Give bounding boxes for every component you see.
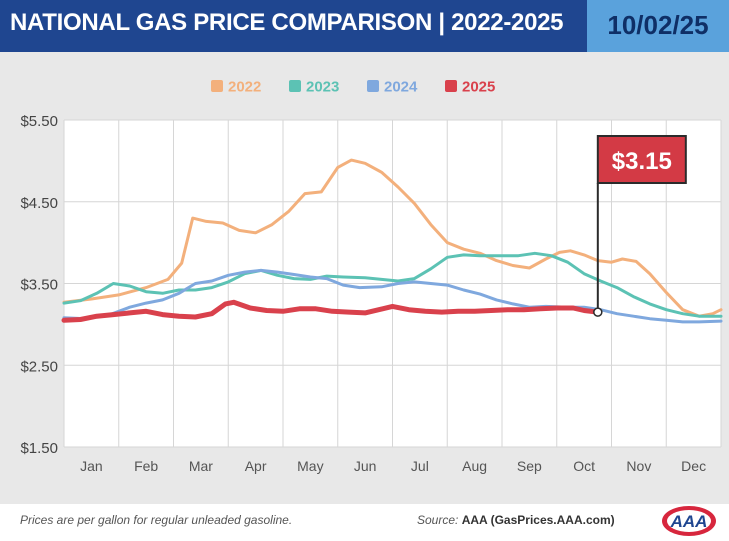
footnote: Prices are per gallon for regular unlead… (20, 513, 293, 527)
y-tick-label: $5.50 (20, 113, 58, 130)
series-line-2025 (61, 299, 601, 323)
source-name: AAA (GasPrices.AAA.com) (461, 513, 615, 527)
x-tick-label: Aug (462, 458, 487, 474)
legend-item-2025: 2025 (445, 79, 495, 96)
x-tick-label: Dec (681, 458, 706, 474)
series-line-2022 (62, 158, 723, 318)
aaa-logo-text: AAA (670, 512, 708, 531)
x-tick-label: Oct (573, 458, 595, 474)
series-lines (61, 158, 723, 324)
legend-label: 2025 (462, 79, 495, 96)
x-tick-label: Jan (80, 458, 103, 474)
gas-price-chart: 2022 2023 2024 2025 $5.50 $4.50 $3.50 $2.50 $1.… (20, 79, 723, 474)
legend-item-2023: 2023 (289, 79, 339, 96)
aaa-logo: AAA (662, 506, 716, 536)
date-box: 10/02/25 (587, 0, 729, 52)
x-tick-label: May (297, 458, 323, 474)
legend-swatch (211, 80, 223, 92)
footer: Prices are per gallon for regular unlead… (0, 504, 729, 541)
x-tick-label: Feb (134, 458, 158, 474)
price-callout: $3.15 (593, 135, 687, 317)
series-line-2024 (62, 268, 723, 324)
y-axis: $5.50 $4.50 $3.50 $2.50 $1.50 (20, 113, 58, 457)
date-label: 10/02/25 (607, 10, 709, 40)
y-tick-label: $3.50 (20, 277, 58, 294)
y-tick-label: $2.50 (20, 358, 58, 375)
legend-label: 2023 (306, 79, 339, 96)
x-tick-label: Jul (411, 458, 429, 474)
callout-box (596, 135, 687, 184)
y-tick-label: $4.50 (20, 195, 58, 212)
legend-swatch (445, 80, 457, 92)
source-prefix: Source: (417, 513, 459, 527)
x-tick-label: Sep (517, 458, 542, 474)
x-tick-label: Apr (245, 458, 267, 474)
chart-legend: 2022 2023 2024 2025 (211, 79, 495, 96)
legend-label: 2024 (384, 79, 418, 96)
legend-label: 2022 (228, 79, 261, 96)
source-line: Source: AAA (GasPrices.AAA.com) (417, 513, 615, 527)
x-tick-label: Mar (189, 458, 213, 474)
callout-label: $3.15 (612, 148, 672, 175)
y-tick-label: $1.50 (20, 440, 58, 457)
header-bar: NATIONAL GAS PRICE COMPARISON | 2022-202… (0, 0, 729, 52)
legend-swatch (289, 80, 301, 92)
page-title: NATIONAL GAS PRICE COMPARISON | 2022-202… (10, 9, 564, 36)
x-tick-label: Jun (354, 458, 377, 474)
chart-panel: 2022 2023 2024 2025 $5.50 $4.50 $3.50 $2.50 $1.… (0, 52, 729, 504)
x-tick-label: Nov (626, 458, 651, 474)
legend-item-2022: 2022 (211, 79, 261, 96)
legend-swatch (367, 80, 379, 92)
series-line-2023 (62, 251, 723, 318)
callout-marker (593, 307, 603, 317)
legend-item-2024: 2024 (367, 79, 418, 96)
x-axis: Jan Feb Mar Apr May Jun Jul Aug Sep Oct Nov Dec (80, 458, 706, 474)
